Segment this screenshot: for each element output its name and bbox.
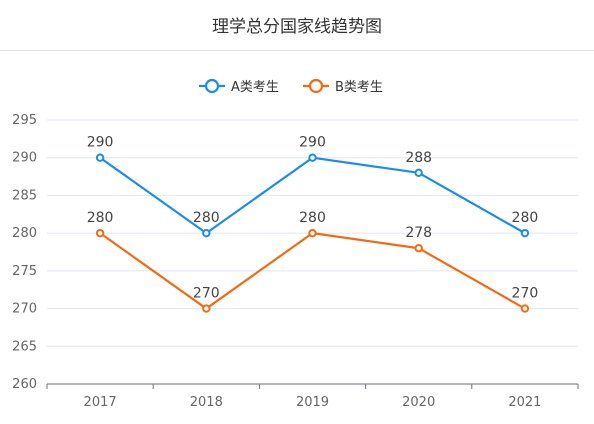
- data-label: 280: [512, 210, 539, 226]
- y-tick-label: 290: [12, 151, 37, 166]
- data-point: [308, 228, 317, 238]
- x-tick-label: 2020: [402, 395, 435, 410]
- y-tick-label: 280: [12, 226, 37, 241]
- data-point: [308, 153, 317, 162]
- y-tick-label: 260: [12, 377, 37, 392]
- data-label: 280: [193, 210, 220, 226]
- y-tick-label: 265: [12, 339, 37, 354]
- data-point: [202, 228, 211, 238]
- y-tick-label: 285: [12, 188, 37, 203]
- x-tick-label: 2021: [508, 395, 541, 410]
- data-label: 278: [405, 225, 432, 241]
- data-point: [95, 228, 105, 238]
- data-point: [414, 244, 423, 253]
- data-label: 290: [299, 135, 326, 151]
- chart-title: 理学总分国家线趋势图: [212, 17, 382, 37]
- data-label: 270: [512, 286, 539, 302]
- x-tick-label: 2018: [190, 395, 223, 410]
- title-bar: 理学总分国家线趋势图: [0, 0, 594, 51]
- data-point: [95, 153, 105, 162]
- y-tick-label: 275: [12, 264, 37, 279]
- y-tick-label: 295: [12, 113, 37, 128]
- x-tick-label: 2019: [296, 395, 329, 410]
- y-tick-label: 270: [12, 302, 37, 317]
- data-label: 280: [299, 210, 326, 226]
- legend-label-1[interactable]: A类考生: [231, 80, 279, 95]
- data-label: 270: [193, 286, 220, 302]
- data-point: [202, 304, 211, 313]
- legend-marker-1[interactable]: [204, 78, 220, 94]
- data-point: [414, 168, 423, 178]
- data-point: [520, 228, 530, 238]
- legend-label-2[interactable]: B类考生: [335, 80, 383, 95]
- data-label: 288: [405, 150, 432, 166]
- x-tick-label: 2017: [84, 395, 117, 410]
- data-label: 290: [87, 135, 114, 151]
- data-point: [520, 304, 530, 313]
- legend-marker-2[interactable]: [308, 78, 324, 94]
- data-label: 280: [87, 210, 114, 226]
